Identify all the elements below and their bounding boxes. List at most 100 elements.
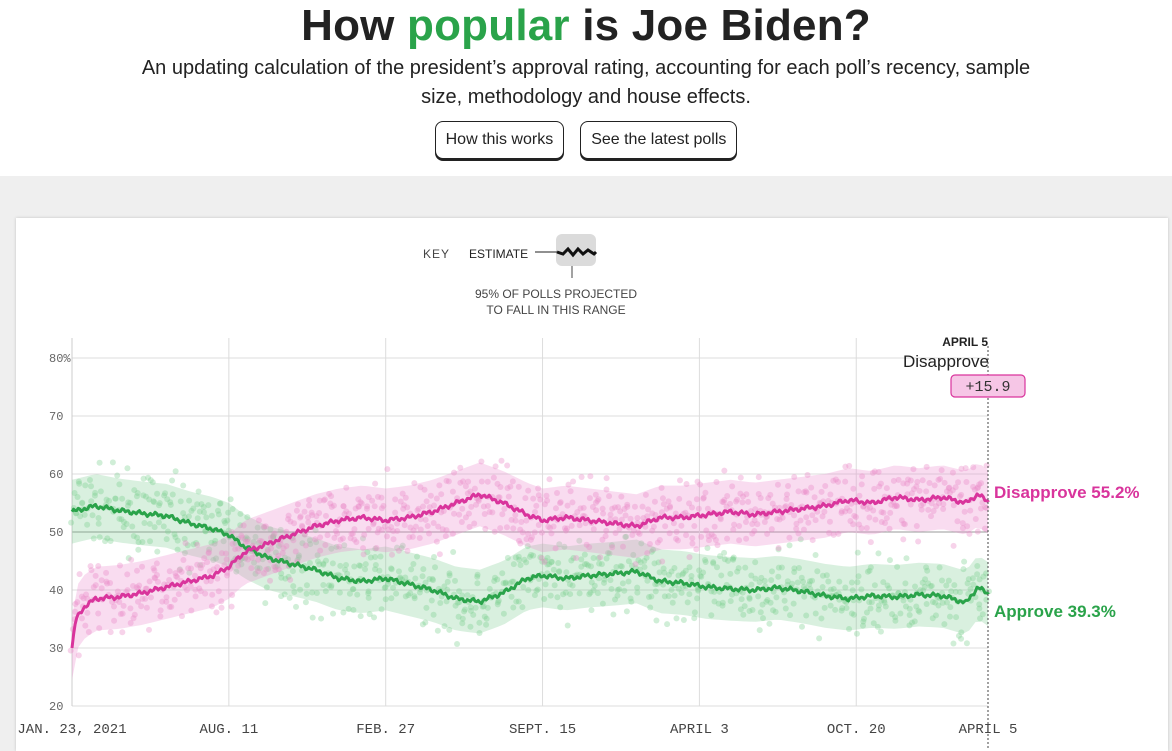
poll-dot [949, 487, 956, 494]
poll-dot [785, 482, 792, 489]
poll-dot [72, 608, 79, 615]
poll-dot [286, 594, 293, 601]
poll-dot [538, 529, 545, 536]
poll-dot [218, 598, 225, 605]
poll-dot [800, 578, 807, 585]
poll-dot [935, 476, 942, 483]
poll-dot [390, 584, 397, 591]
poll-dot [798, 574, 805, 581]
poll-dot [535, 485, 542, 492]
poll-dot [775, 545, 782, 552]
poll-dot [114, 472, 121, 479]
poll-dot [405, 592, 412, 599]
poll-dot [856, 492, 863, 499]
poll-dot [537, 554, 544, 561]
poll-dot [599, 505, 606, 512]
poll-dot [97, 488, 104, 495]
poll-dot [882, 519, 889, 526]
x-tick-label: JAN. 23, 2021 [17, 722, 126, 738]
poll-dot [842, 478, 849, 485]
poll-dot [329, 560, 336, 567]
poll-dot [119, 495, 126, 502]
poll-dot [624, 501, 631, 508]
poll-dot [416, 589, 423, 596]
poll-dot [958, 465, 965, 472]
poll-dot [478, 458, 485, 465]
poll-dot [517, 526, 524, 533]
poll-dot [278, 574, 285, 581]
poll-dot [535, 492, 542, 499]
poll-dot [316, 497, 323, 504]
poll-dot [224, 572, 231, 579]
y-tick-label: 50 [49, 526, 63, 540]
poll-dot [84, 521, 91, 528]
poll-dot [177, 498, 184, 505]
poll-dot [174, 546, 181, 553]
poll-dot [262, 600, 269, 607]
poll-dot [590, 587, 597, 594]
poll-dot [194, 515, 201, 522]
latest-polls-button[interactable]: See the latest polls [580, 121, 738, 159]
poll-dot [818, 615, 825, 622]
poll-dot [110, 603, 117, 610]
poll-dot [130, 615, 137, 622]
y-tick-label: 30 [49, 642, 63, 656]
poll-dot [967, 507, 974, 514]
poll-dot [700, 569, 707, 576]
poll-dot [160, 523, 167, 530]
poll-dot [278, 593, 285, 600]
poll-dot [90, 535, 97, 542]
poll-dot [743, 491, 750, 498]
poll-dot [702, 489, 709, 496]
poll-dot [327, 500, 334, 507]
poll-dot [206, 568, 213, 575]
poll-dot [659, 558, 666, 565]
poll-dot [134, 534, 141, 541]
poll-dot [140, 492, 147, 499]
x-tick-label: APRIL 3 [670, 722, 729, 738]
poll-dot [801, 593, 808, 600]
poll-dot [654, 539, 661, 546]
approval-chart[interactable]: 20 30 40 50 60 70 80% JAN. 23, 2021 AUG. 11 FEB. … [16, 218, 1168, 751]
poll-dot [208, 603, 215, 610]
poll-dot [206, 546, 213, 553]
poll-dot [127, 499, 134, 506]
poll-dot [474, 580, 481, 587]
poll-dot [712, 536, 719, 543]
how-this-works-button[interactable]: How this works [434, 121, 565, 159]
poll-dot [935, 602, 942, 609]
poll-dot [350, 606, 357, 613]
poll-dot [783, 495, 790, 502]
poll-dot [693, 496, 700, 503]
poll-dot [851, 512, 858, 519]
poll-dot [371, 614, 378, 621]
poll-dot [347, 535, 354, 542]
poll-dot [583, 541, 590, 548]
poll-dot [223, 556, 230, 563]
poll-dot [746, 595, 753, 602]
poll-dot [483, 615, 490, 622]
poll-dot [484, 503, 491, 510]
poll-dot [924, 567, 931, 574]
poll-dot [764, 596, 771, 603]
poll-dot [191, 572, 198, 579]
poll-dot [894, 563, 901, 570]
poll-dot [738, 596, 745, 603]
poll-dot [913, 603, 920, 610]
poll-dot [509, 578, 516, 585]
poll-dot [278, 570, 285, 577]
poll-dot [554, 489, 561, 496]
poll-dot [461, 608, 468, 615]
poll-dot [456, 599, 463, 606]
poll-dot [124, 465, 131, 472]
poll-dot [125, 502, 132, 509]
poll-dot [849, 587, 856, 594]
poll-dot [95, 520, 102, 527]
poll-dot [682, 509, 689, 516]
poll-dot [542, 557, 549, 564]
poll-dot [745, 498, 752, 505]
poll-dot [853, 630, 860, 637]
poll-dot [388, 595, 395, 602]
poll-dot [263, 566, 270, 573]
poll-dot [603, 527, 610, 534]
